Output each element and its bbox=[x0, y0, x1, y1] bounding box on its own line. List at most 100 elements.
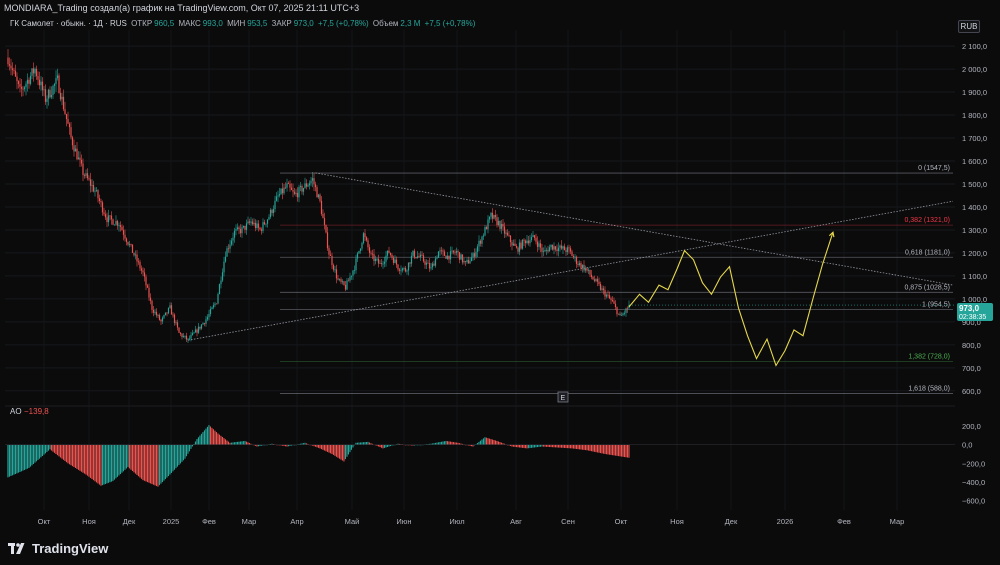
candle-body bbox=[406, 270, 408, 272]
candle-body bbox=[290, 187, 293, 190]
candle-body bbox=[593, 279, 596, 281]
fibonacci-levels: 0 (1547,5) 0,382 (1321,0) 0,618 (1181,0) 0,… bbox=[280, 165, 953, 394]
ao-bar bbox=[65, 444, 67, 463]
candle-body bbox=[85, 173, 87, 176]
ao-bar bbox=[584, 444, 586, 451]
ao-bar bbox=[110, 444, 112, 482]
ao-bar bbox=[271, 443, 273, 445]
ao-tick-label: −600,0 bbox=[962, 497, 985, 506]
candle-body bbox=[128, 243, 131, 245]
price-axis[interactable]: 2 100,0 2 000,0 1 900,0 1 800,0 1 700,0 1 600… bbox=[962, 42, 987, 396]
candle-body bbox=[410, 255, 413, 264]
candle-body bbox=[274, 200, 276, 210]
candle-body bbox=[284, 187, 287, 189]
candle-body bbox=[233, 230, 236, 238]
candle-body bbox=[377, 258, 380, 264]
ao-bar bbox=[142, 444, 144, 481]
candle-body bbox=[181, 333, 183, 337]
candle-body bbox=[221, 272, 224, 281]
candle-body bbox=[580, 263, 582, 269]
ao-bar bbox=[197, 437, 199, 445]
ao-bar bbox=[520, 444, 522, 448]
candle-body bbox=[608, 295, 611, 299]
ao-bar bbox=[220, 435, 222, 445]
ao-bar bbox=[109, 444, 111, 483]
ao-bar bbox=[290, 444, 292, 446]
ao-bar bbox=[343, 444, 345, 462]
candle-body bbox=[314, 184, 317, 188]
high-value: 993,0 bbox=[202, 19, 223, 28]
candle-body bbox=[319, 194, 321, 201]
candle-body bbox=[278, 194, 281, 196]
ao-bar bbox=[34, 444, 36, 463]
candle-body bbox=[31, 68, 33, 76]
ao-bar bbox=[604, 444, 606, 454]
candle-body bbox=[577, 263, 579, 266]
candle-body bbox=[298, 186, 300, 198]
candle-body bbox=[280, 188, 282, 195]
candle-body bbox=[563, 246, 566, 251]
ao-bar bbox=[479, 440, 481, 445]
footer-brand[interactable]: TradingView bbox=[32, 541, 109, 556]
candle-body bbox=[163, 315, 165, 318]
candle-body bbox=[106, 217, 108, 223]
ao-bar bbox=[461, 443, 463, 445]
projection-path bbox=[628, 232, 834, 367]
event-marker[interactable]: E bbox=[557, 391, 569, 403]
ao-bar bbox=[259, 444, 261, 446]
y-tick-label: 1 000,0 bbox=[962, 295, 987, 304]
candle-body bbox=[551, 244, 554, 250]
x-tick-label: Дек bbox=[123, 517, 136, 526]
ao-bar bbox=[404, 444, 406, 446]
ao-bar bbox=[613, 444, 615, 456]
y-tick-label: 1 400,0 bbox=[962, 203, 987, 212]
candle-body bbox=[350, 275, 353, 277]
candle-body bbox=[253, 222, 255, 225]
time-axis[interactable]: Окт Ноя Дек 2025 Фев Мар Апр Май Июн Июл Авг Сен Окт… bbox=[38, 517, 905, 526]
currency-button[interactable]: RUB bbox=[958, 20, 980, 33]
candle-body bbox=[79, 157, 81, 160]
ao-bar bbox=[76, 444, 78, 469]
x-tick-label: Ноя bbox=[82, 517, 96, 526]
ao-bar bbox=[341, 444, 343, 461]
candle-body bbox=[347, 280, 350, 282]
candle-body bbox=[101, 202, 104, 213]
candle-body bbox=[404, 268, 407, 272]
ao-bar bbox=[502, 443, 504, 445]
candle-body bbox=[179, 332, 182, 334]
ao-bar bbox=[178, 444, 180, 466]
ao-bar bbox=[416, 444, 418, 446]
ao-bar bbox=[127, 444, 129, 468]
candle-body bbox=[161, 317, 164, 322]
candle-body bbox=[269, 209, 272, 217]
ao-bar bbox=[38, 444, 40, 459]
ao-bar bbox=[173, 444, 175, 470]
candle-body bbox=[67, 118, 69, 124]
ao-bar bbox=[353, 444, 355, 446]
ao-bar bbox=[334, 444, 336, 456]
ao-bar bbox=[283, 444, 285, 446]
candle-body bbox=[223, 261, 225, 273]
ao-bar bbox=[139, 444, 141, 478]
y-tick-label: 600,0 bbox=[962, 387, 981, 396]
candle-body bbox=[310, 180, 312, 184]
candle-body bbox=[283, 187, 285, 194]
symbol-name[interactable]: ГК Самолет · обыкн. · 1Д · RUS bbox=[10, 19, 127, 28]
ao-bar bbox=[190, 444, 192, 449]
candle-body bbox=[392, 257, 395, 263]
ao-bar bbox=[289, 444, 291, 446]
ao-bar bbox=[569, 444, 571, 449]
candle-body bbox=[61, 96, 63, 100]
ao-bar bbox=[329, 444, 331, 454]
candle-body bbox=[155, 311, 158, 316]
ao-bar bbox=[503, 443, 505, 445]
ao-bar bbox=[328, 444, 330, 453]
ao-bar bbox=[314, 444, 316, 447]
candle-body bbox=[118, 225, 120, 227]
ao-bar bbox=[457, 442, 459, 445]
candle-body bbox=[311, 178, 314, 181]
candle-body bbox=[541, 247, 543, 252]
candle-body bbox=[524, 240, 527, 244]
candle-body bbox=[38, 79, 41, 86]
chart-canvas[interactable]: 0 (1547,5) 0,382 (1321,0) 0,618 (1181,0) 0,… bbox=[0, 0, 1000, 535]
